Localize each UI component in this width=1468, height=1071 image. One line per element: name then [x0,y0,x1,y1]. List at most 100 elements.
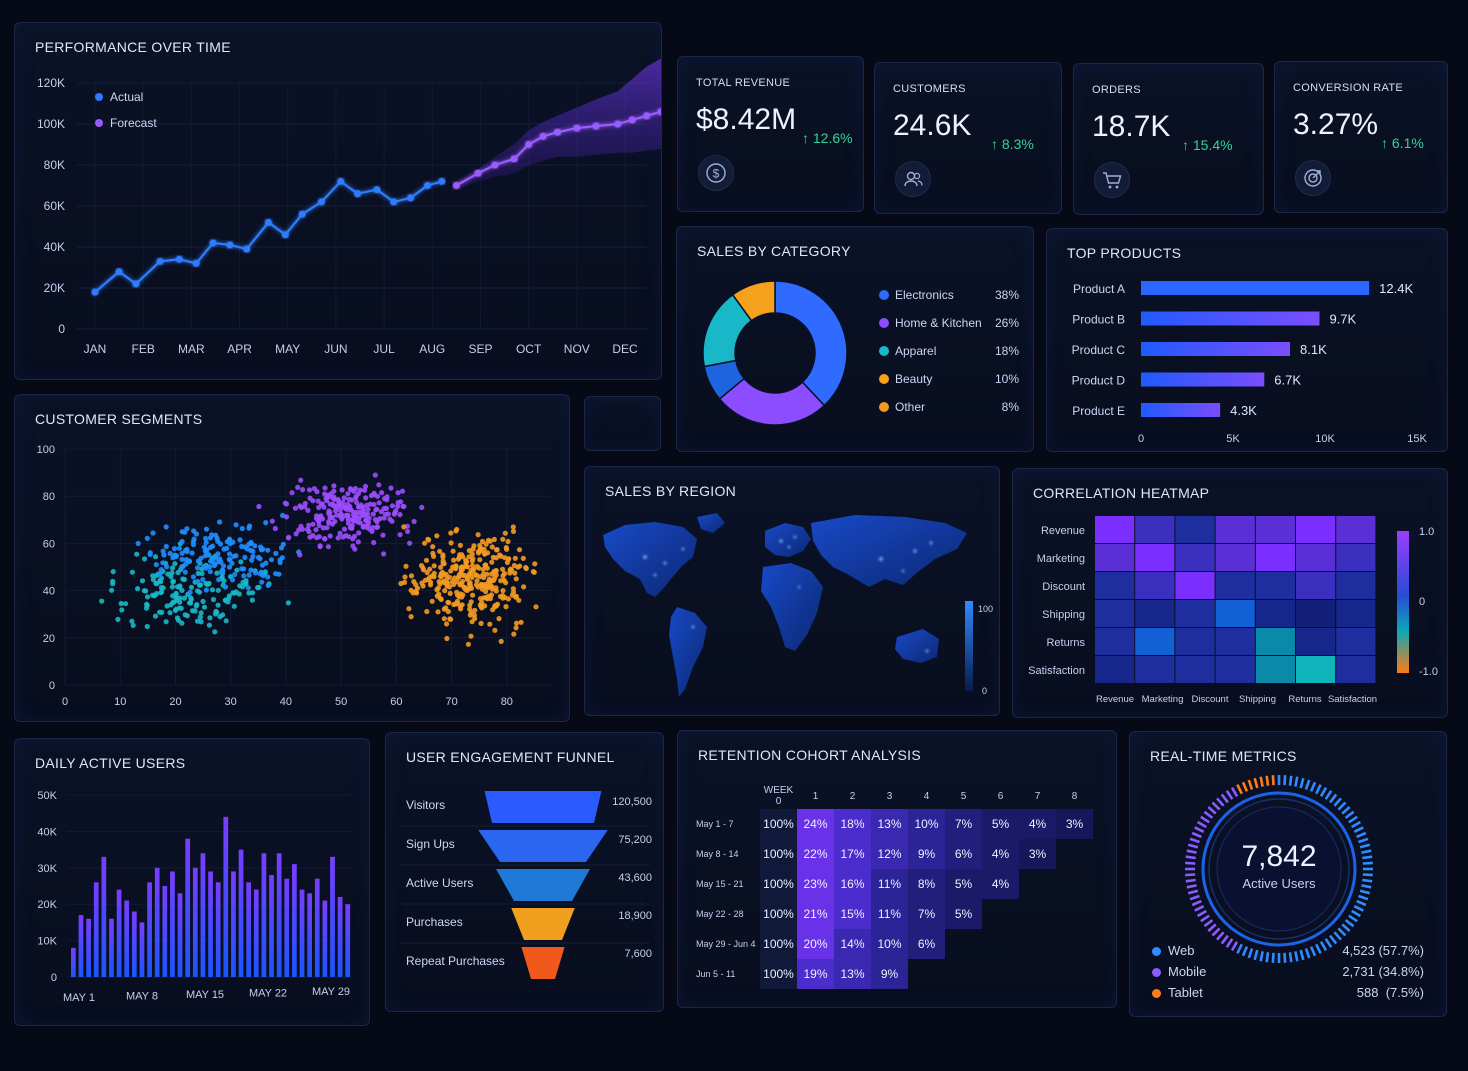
gauge-tick [1211,801,1221,811]
scatter-point [478,620,484,626]
actual-point [226,241,234,249]
y-tick-label: 60K [44,199,65,213]
scatter-point [530,569,537,575]
scatter-point [513,576,519,582]
x-tick-label: SEP [468,342,492,356]
scatter-point [453,528,459,534]
scatter-point [158,585,164,591]
scatter-point [482,562,488,568]
scatter-point [483,541,489,547]
x-tick-label: 50 [335,696,347,708]
scatter-point [277,557,283,563]
scatter-point [302,500,308,507]
scatter-point [347,505,353,511]
scatter-point [448,568,454,574]
forecast-point [474,169,482,177]
scatter-point [474,572,480,578]
x-tick-label: MAY [275,342,300,356]
dau-bar [261,853,267,977]
scatter-point [457,591,463,597]
scatter-point [473,582,480,588]
heatmap-scale-bar [1397,531,1409,673]
scatter-point [411,518,417,525]
dau-bar [86,918,91,977]
heatmap-cell [1175,628,1215,655]
scatter-point [195,570,201,576]
scatter-point [214,570,220,576]
heatmap-cell [1255,544,1295,571]
kpi-card-conversion[interactable]: CONVERSION RATE 3.27% ↑ 6.1% [1274,61,1448,213]
scatter-point [431,574,437,580]
gauge-tick [1186,884,1197,889]
scatter-point [477,557,483,563]
scatter-point [182,612,188,618]
funnel-label: Purchases [406,915,463,929]
cohort-cell: 8% [908,869,945,899]
col-label: Shipping [1239,694,1276,705]
scatter-point [153,580,159,587]
gauge-tick [1356,899,1367,907]
gauge-tick [1356,831,1367,839]
scatter-point [329,514,335,521]
scatter-point [191,536,197,542]
scatter-point [346,534,352,540]
scatter-point [438,571,444,577]
actual-line [94,179,443,293]
x-tick-label: 40 [280,696,292,708]
realtime-value: 7,842 [1241,840,1317,873]
scatter-point [175,569,181,576]
heatmap-cell [1336,544,1376,571]
gauge-tick [1271,775,1275,786]
forecast-point [554,128,561,136]
dau-panel: DAILY ACTIVE USERS 0 10K 20K 30K 40K 50K MAY 1… [14,738,370,1026]
scatter-point [115,616,121,622]
gauge-tick [1207,806,1217,815]
scatter-point [245,585,251,591]
y-tick-label: 0 [49,680,55,692]
scatter-point [341,495,347,501]
scatter-point [189,550,195,556]
kpi-label: CUSTOMERS [893,83,966,95]
funnel-value: 18,900 [618,910,652,922]
scatter-point [512,555,518,561]
gauge-tick [1191,899,1202,907]
forecast-band [456,58,661,190]
bar-value: 4.3K [1230,403,1257,418]
kpi-card-revenue[interactable]: TOTAL REVENUE $8.42M ↑ 12.6% $ [677,56,864,212]
legend-label: Apparel [895,344,936,358]
funnel-stage [511,908,575,940]
heatmap-title: CORRELATION HEATMAP [1033,485,1210,501]
scatter-point [306,487,313,493]
scatter-point [516,547,523,553]
dau-bar [208,871,213,977]
cohort-cell: 100% [760,899,797,929]
gauge-tick [1225,938,1234,948]
scatter-point [221,546,227,552]
scatter-point [479,538,486,545]
kpi-card-customers[interactable]: CUSTOMERS 24.6K ↑ 8.3% [874,62,1062,214]
y-tick-label: 0 [51,972,57,984]
scatter-point [354,514,360,520]
bar-label: Product A [1073,282,1125,296]
kpi-card-orders[interactable]: ORDERS 18.7K ↑ 15.4% [1073,63,1264,215]
scatter-point [99,598,105,604]
kpi-value: 18.7K [1092,110,1171,143]
gauge-tick [1309,946,1317,957]
x-tick-label: MAY 22 [249,988,287,1000]
scatter-point [513,625,519,631]
scatter-point [488,592,494,598]
top-products-title: TOP PRODUCTS [1067,245,1182,261]
gauge-tick [1359,843,1371,849]
heatmap-cell [1336,600,1376,627]
scatter-point [208,558,214,564]
kpi-change: ↑ 15.4% [1182,137,1233,153]
gauge-tick [1294,776,1299,787]
scatter-point [239,525,245,532]
gauge-tick [1288,952,1293,963]
gauge-tick [1185,878,1196,883]
y-tick-label: 30K [37,863,57,875]
gauge-tick [1241,781,1249,792]
scatter-point [392,510,398,516]
scatter-point [135,540,141,547]
funnel-stage [521,947,565,979]
